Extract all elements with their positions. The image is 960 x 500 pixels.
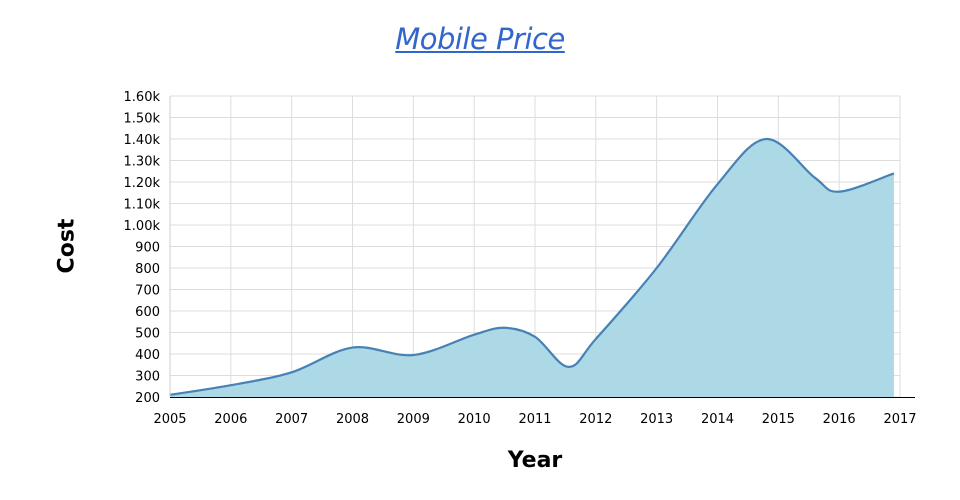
y-tick-label: 400 [135,348,160,363]
y-tick-label: 600 [135,305,160,320]
y-tick-label: 1.20k [124,176,161,191]
y-tick-label: 1.10k [124,198,161,213]
y-tick-label: 800 [135,262,160,277]
x-tick-label: 2011 [518,412,551,427]
x-tick-label: 2008 [336,412,369,427]
y-tick-label: 300 [135,370,160,385]
axes [169,96,915,398]
x-axis-title: Year [507,448,563,473]
y-axis-title: Cost [54,218,80,274]
x-tick-label: 2009 [397,412,430,427]
x-tick-label: 2007 [275,412,308,427]
y-tick-label: 700 [135,284,160,299]
x-tick-label: 2017 [883,412,916,427]
x-tick-label: 2010 [458,412,491,427]
x-tick-label: 2012 [579,412,612,427]
chart-title: Mobile Price [395,22,565,56]
x-tick-label: 2006 [214,412,247,427]
x-tick-label: 2016 [823,412,856,427]
y-tick-label: 500 [135,327,160,342]
x-tick-label: 2015 [762,412,795,427]
area-fill [170,138,894,397]
area-series [169,137,895,397]
y-tick-label: 1.00k [124,219,161,234]
y-tick-labels: 200 300 400 500 600 700 800 900 1.00k 1.10k 1.20k 1… [124,90,161,406]
y-tick-label: 1.30k [124,155,161,170]
area-line [169,137,895,396]
y-tick-label: 1.60k [124,90,161,105]
x-tick-label: 2005 [153,412,186,427]
x-tick-label: 2014 [701,412,734,427]
y-tick-label: 1.40k [124,133,161,148]
y-tick-label: 200 [135,391,160,406]
x-tick-label: 2013 [640,412,673,427]
y-tick-label: 1.50k [124,112,161,127]
x-tick-labels: 2005 2006 2007 2008 2009 2010 2011 2012 2013 2014… [153,412,916,427]
y-tick-label: 900 [135,241,160,256]
